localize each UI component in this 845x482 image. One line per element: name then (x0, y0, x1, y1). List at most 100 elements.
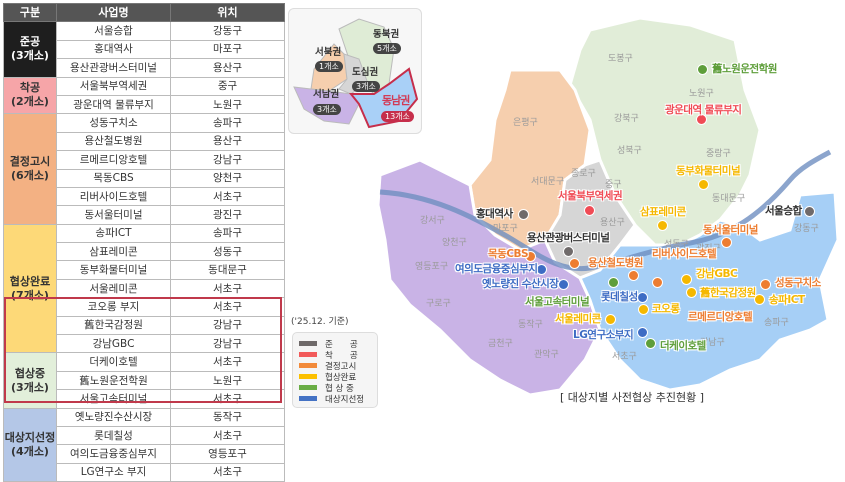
district-label: 성동구 (664, 240, 689, 250)
site-label: 용산관광버스터미널 (527, 232, 610, 244)
site-label: 강남GBC (696, 268, 738, 280)
legend-item: 착 공 (299, 349, 377, 361)
project-location: 영등포구 (170, 444, 285, 464)
legend-item: 준 공 (299, 338, 377, 350)
site-label: 삼표레미콘 (640, 206, 686, 218)
project-name: 롯데칠성 (56, 425, 171, 446)
table-row: 舊한국감정원 강남구 (4, 315, 285, 336)
table-row: 용산철도병원 용산구 (4, 131, 285, 152)
site-marker[interactable] (638, 304, 649, 315)
project-name: 舊한국감정원 (56, 315, 171, 336)
site-marker[interactable] (628, 270, 639, 281)
category-cell: 협상중 (3개소) (3, 352, 57, 409)
district-label: 광진구 (696, 244, 721, 254)
legend-item: 협상완료 (299, 371, 377, 383)
site-label: 서울고속터미널 (525, 296, 590, 308)
project-location: 강남구 (170, 315, 285, 336)
table-row: 동부화물터미널 동대문구 (4, 260, 285, 280)
site-marker[interactable] (569, 258, 580, 269)
site-marker[interactable] (605, 314, 616, 325)
site-label: 舊노원운전학원 (712, 63, 777, 75)
legend-label: 결정고시 (325, 361, 357, 372)
site-label: 코오롱 (652, 303, 680, 315)
legend-item: 결정고시 (299, 360, 377, 372)
project-location: 광진구 (170, 205, 285, 225)
project-location: 양천구 (170, 168, 285, 188)
category-cell: 협상완료 (7개소) (3, 223, 57, 354)
site-label: 여의도금융중심부지 (455, 263, 538, 275)
district-label: 용산구 (600, 218, 625, 228)
legend-label: 협 상 중 (325, 383, 354, 394)
site-label: 서울북부역세권 (558, 190, 623, 202)
region-name: 동남권 (382, 94, 410, 107)
category-cell: 대상지선정 (4개소) (3, 407, 57, 482)
site-marker[interactable] (645, 338, 656, 349)
site-marker[interactable] (637, 292, 648, 303)
project-location: 동대문구 (170, 260, 285, 280)
site-marker[interactable] (804, 206, 815, 217)
site-label: 서울승합 (765, 205, 802, 217)
district-label: 은평구 (513, 118, 538, 128)
site-marker[interactable] (563, 246, 574, 257)
site-marker[interactable] (608, 277, 619, 288)
site-marker[interactable] (657, 220, 668, 231)
district-label: 서초구 (612, 352, 637, 362)
legend-swatch (299, 396, 317, 401)
legend-label: 준 공 (325, 339, 358, 350)
site-label: 舊한국감정원 (700, 287, 756, 299)
category-label: 준공 (19, 35, 41, 49)
site-marker[interactable] (536, 264, 547, 275)
category-cell: 착공 (2개소) (3, 76, 57, 115)
project-name: 더케이호텔 (56, 352, 171, 372)
site-marker[interactable] (760, 279, 771, 290)
district-label: 성북구 (617, 146, 642, 156)
legend-swatch (299, 385, 317, 390)
site-marker[interactable] (721, 237, 732, 248)
category-count: (3개소) (11, 380, 49, 394)
district-label: 동작구 (518, 320, 543, 330)
table-row: 리버사이드호텔 서초구 (4, 186, 285, 207)
map-caption: [ 대상지별 사전협상 추진현황 ] (560, 391, 705, 404)
table-row: 동서울터미널 광진구 (4, 205, 285, 225)
legend-item: 협 상 중 (299, 382, 377, 394)
site-marker[interactable] (681, 274, 692, 285)
site-marker[interactable] (584, 205, 595, 216)
district-label: 금천구 (488, 339, 513, 349)
district-label: 관악구 (534, 350, 559, 360)
site-marker[interactable] (518, 209, 529, 220)
site-marker[interactable] (652, 277, 663, 288)
region-name: 서북권 (315, 47, 342, 58)
site-marker[interactable] (697, 64, 708, 75)
site-marker[interactable] (558, 279, 569, 290)
legend-swatch (299, 341, 317, 346)
site-marker[interactable] (637, 327, 648, 338)
site-marker[interactable] (698, 179, 709, 190)
district-label: 마포구 (493, 224, 518, 234)
site-marker[interactable] (686, 287, 697, 298)
column-header: 위치 (170, 2, 285, 23)
table-row: 협상완료 (7개소) 송파ICT 송파구 (3, 223, 285, 354)
project-name: 여의도금융중심부지 (56, 444, 171, 464)
category-label: 결정고시 (9, 155, 51, 169)
district-label: 서대문구 (531, 177, 565, 187)
district-label: 동대문구 (712, 194, 746, 204)
reference-date-note: ('25.12. 기준) (291, 317, 349, 327)
legend-swatch (299, 363, 317, 368)
site-marker[interactable] (525, 251, 536, 262)
district-label: 중구 (605, 180, 622, 190)
region-count: 3개소 (352, 81, 380, 92)
site-label: LG연구소부지 (573, 329, 634, 341)
district-label: 종로구 (571, 169, 596, 179)
site-label: 서울레미콘 (555, 313, 601, 325)
category-label: 대상지선정 (4, 430, 56, 444)
district-label: 송파구 (764, 318, 789, 328)
category-cell: 준공 (3개소) (3, 21, 57, 78)
site-marker[interactable] (696, 114, 707, 125)
project-location: 강동구 (170, 21, 285, 41)
district-label: 영등포구 (415, 262, 449, 272)
district-label: 구로구 (426, 299, 451, 309)
project-name: 강남GBC (56, 334, 171, 354)
site-marker[interactable] (754, 294, 765, 305)
han-river (379, 149, 832, 272)
site-label: 홍대역사 (476, 208, 513, 220)
